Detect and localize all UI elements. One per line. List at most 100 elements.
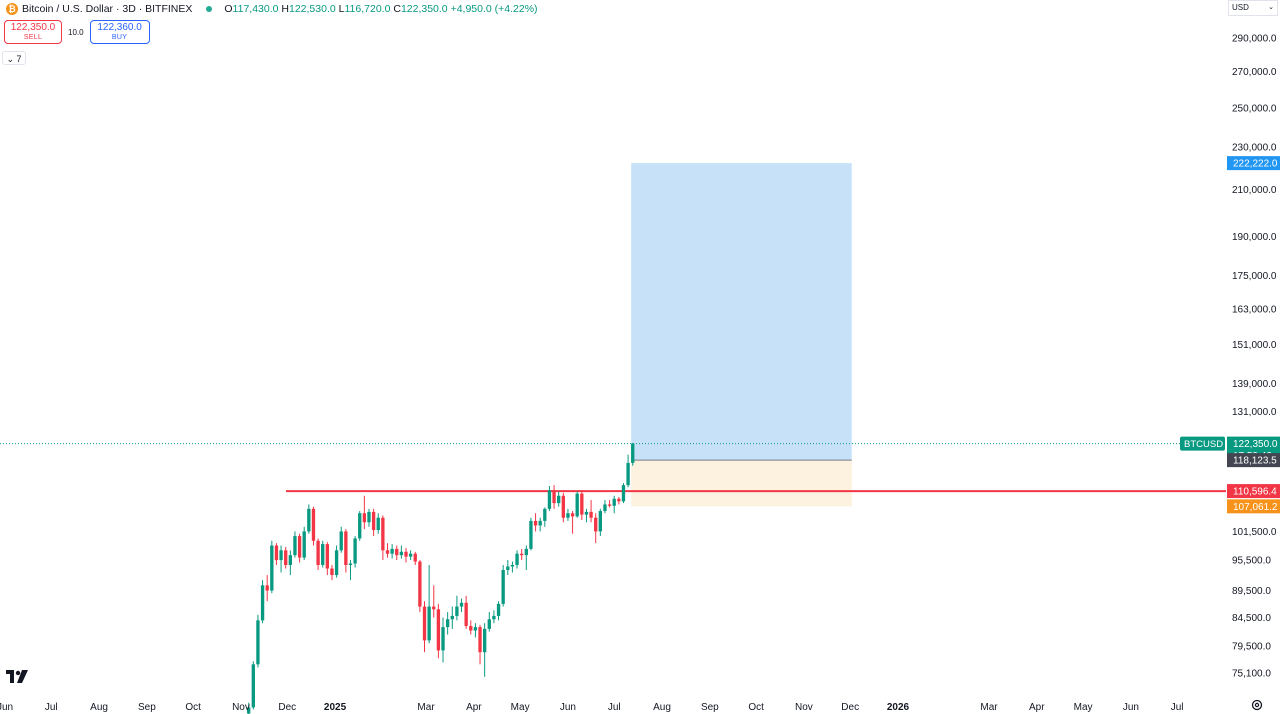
entry-price-tag-bg xyxy=(1227,453,1280,468)
candle xyxy=(297,533,302,563)
candle-body xyxy=(538,520,542,526)
candle-body xyxy=(334,550,339,576)
candle-body xyxy=(552,490,556,504)
close-value: 122,350.0 xyxy=(400,3,448,15)
time-axis[interactable]: Jun Jul Aug Sep Oct Nov Dec 2025 Mar Apr May Jun Jul… xyxy=(0,702,1184,713)
candle-body xyxy=(247,707,251,714)
candle-body xyxy=(418,561,422,607)
candle-body xyxy=(469,625,473,631)
candle xyxy=(529,517,533,551)
x-tick-label: Mar xyxy=(417,702,435,713)
x-tick-label: Oct xyxy=(185,702,201,713)
candle-body xyxy=(344,531,348,566)
symbol-title[interactable]: Bitcoin / U.S. Dollar · 3D · BITFINEX xyxy=(22,3,193,15)
candle xyxy=(441,617,445,663)
candle-body xyxy=(362,513,367,523)
candle xyxy=(594,513,598,544)
sell-button[interactable]: 122,350.0 SELL xyxy=(4,20,62,44)
y-tick-label: 131,000.0 xyxy=(1232,407,1277,418)
resistance-price-tag-bg xyxy=(1227,484,1280,499)
stop-zone[interactable] xyxy=(631,460,852,507)
candle-body xyxy=(297,536,302,558)
y-tick-label: 290,000.0 xyxy=(1232,34,1277,45)
stop-price-tag: 107,061.2 xyxy=(1233,502,1278,513)
symbol-tag-bg xyxy=(1180,436,1225,451)
tradingview-logo-icon[interactable] xyxy=(6,670,30,684)
candle xyxy=(265,575,269,602)
candle-body xyxy=(358,513,362,539)
candle xyxy=(325,542,330,576)
price-axis[interactable]: 290,000.0 270,000.0 250,000.0 230,000.0 210,… xyxy=(1232,34,1277,680)
candle-body xyxy=(307,508,311,532)
candle-body xyxy=(455,606,459,616)
resistance-price-tag: 110,596.4 xyxy=(1233,487,1277,498)
buy-button[interactable]: 122,360.0 BUY xyxy=(89,20,150,44)
profit-zone[interactable] xyxy=(631,163,852,461)
candle xyxy=(260,580,265,624)
candle xyxy=(381,515,385,561)
x-tick-label: Jul xyxy=(1171,702,1184,713)
candle-body xyxy=(570,513,575,517)
candle xyxy=(482,623,487,677)
candle xyxy=(584,508,589,523)
candle-body xyxy=(459,602,464,607)
candle-body xyxy=(256,620,260,665)
x-tick-label: 2026 xyxy=(887,702,910,713)
candle-body xyxy=(566,513,570,518)
candle xyxy=(427,565,431,644)
candle xyxy=(293,531,297,558)
candle-body xyxy=(607,504,612,506)
currency-select[interactable]: USD ⌄ xyxy=(1228,0,1278,16)
indicators-count: 7 xyxy=(16,54,22,64)
candle xyxy=(321,540,325,568)
candles-series xyxy=(247,442,635,714)
candle-body xyxy=(450,615,454,620)
candle xyxy=(279,545,283,573)
candle xyxy=(473,623,478,638)
candle xyxy=(385,543,390,558)
candle xyxy=(617,497,621,505)
candle xyxy=(561,492,565,523)
candle-body xyxy=(432,606,436,610)
position-zones[interactable] xyxy=(631,163,852,507)
candle xyxy=(603,500,607,514)
high-value: 122,530.0 xyxy=(289,3,336,15)
x-tick-label: Sep xyxy=(701,702,719,713)
x-tick-label: 2025 xyxy=(324,702,347,713)
candle-body xyxy=(293,536,297,556)
candle-body xyxy=(478,627,482,653)
stop-price-tag-bg xyxy=(1227,499,1280,514)
target-price-tag: 222,222.0 xyxy=(1233,159,1278,170)
candle xyxy=(501,565,505,607)
candle xyxy=(598,508,602,537)
candle-body xyxy=(515,553,519,566)
symbol-legend: ₿ Bitcoin / U.S. Dollar · 3D · BITFINEX … xyxy=(6,1,538,17)
x-tick-label: May xyxy=(511,702,530,713)
candle-body xyxy=(367,511,371,523)
symbol-tag: BTCUSD xyxy=(1184,439,1223,450)
entry-price-tag: 118,123.5 xyxy=(1233,456,1277,467)
candle xyxy=(580,490,584,520)
candle-body xyxy=(621,485,626,502)
candle xyxy=(371,508,376,537)
x-tick-label: Jun xyxy=(1123,702,1139,713)
candle-body xyxy=(274,545,279,561)
candle-body xyxy=(473,627,478,631)
x-tick-label: Dec xyxy=(841,702,859,713)
candle xyxy=(422,601,427,653)
candle xyxy=(436,603,441,659)
candle-body xyxy=(580,493,584,515)
candle xyxy=(348,560,353,581)
candle xyxy=(274,543,279,566)
chevron-down-icon: ⌄ xyxy=(1268,4,1274,11)
x-tick-label: Oct xyxy=(748,702,764,713)
sell-price: 122,350.0 xyxy=(10,21,56,33)
gear-icon[interactable] xyxy=(1251,699,1263,711)
candle-body xyxy=(288,555,292,566)
candle-body xyxy=(413,553,417,562)
candle xyxy=(334,545,339,578)
candle-body xyxy=(557,495,561,504)
market-status-icon[interactable] xyxy=(206,6,213,12)
indicators-toggle-button[interactable]: ⌄ 7 xyxy=(2,51,26,65)
